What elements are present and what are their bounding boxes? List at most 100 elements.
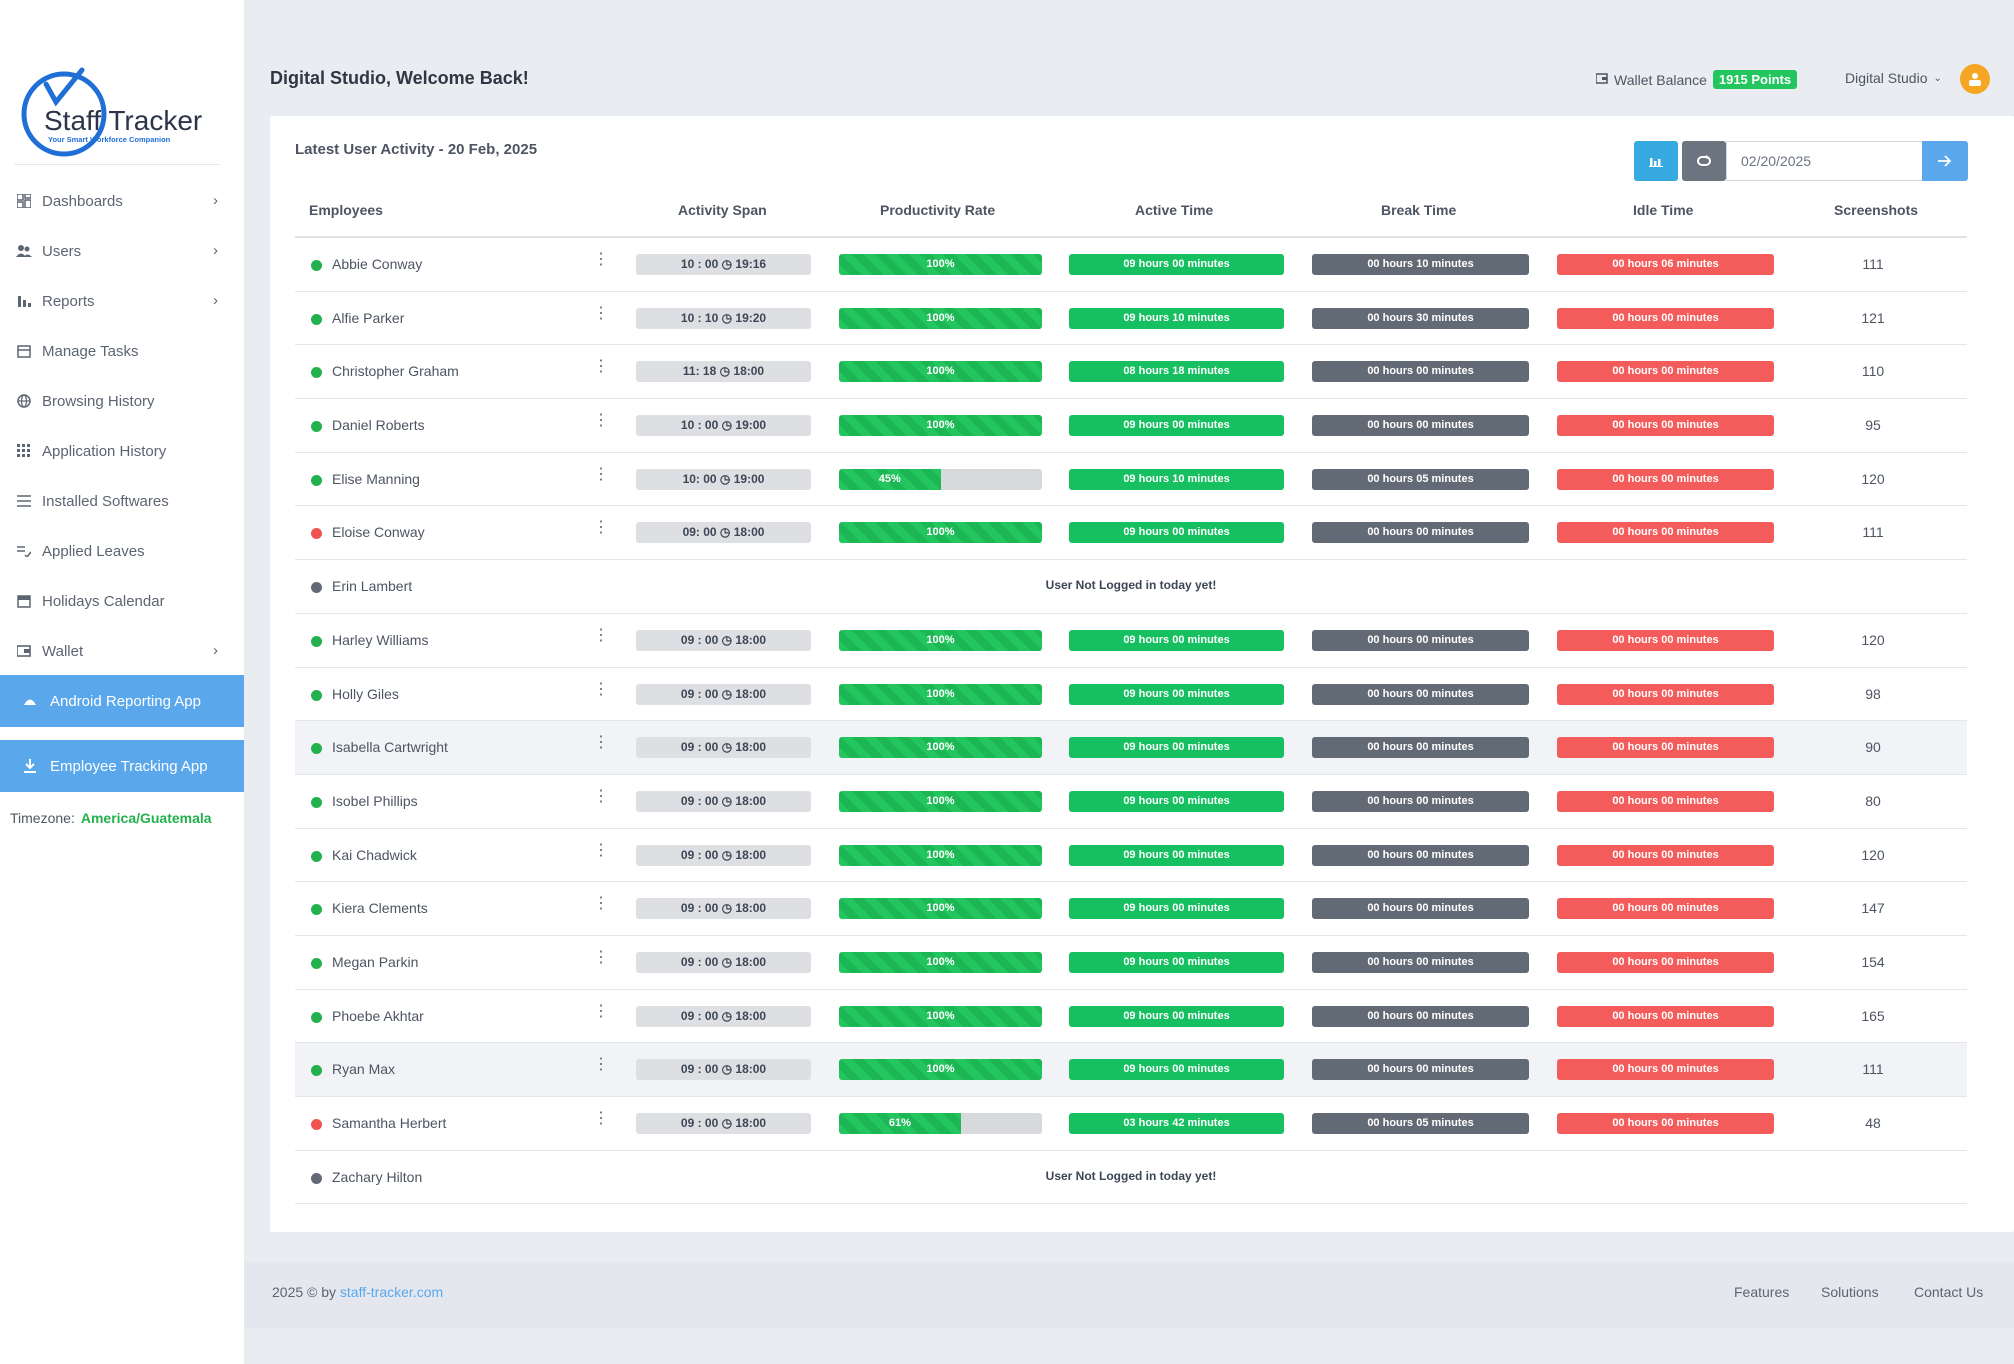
employee-name[interactable]: Christopher Graham (332, 363, 459, 380)
screenshots-count[interactable]: 111 (1862, 256, 1884, 272)
more-options-icon[interactable]: ⋮ (593, 948, 609, 966)
employee-tracking-app-button[interactable]: Employee Tracking App (0, 740, 244, 792)
employee-name[interactable]: Kai Chadwick (332, 846, 417, 863)
screenshots-count[interactable]: 98 (1865, 685, 1881, 702)
table-row[interactable]: Samantha Herbert ⋮ 09 : 00 ◷ 18:00 61% 03 ho… (295, 1097, 1967, 1151)
idle-time: 00 hours 00 minutes (1557, 415, 1774, 437)
screenshots-count[interactable]: 111 (1862, 1061, 1884, 1078)
more-options-icon[interactable]: ⋮ (593, 787, 609, 805)
sidebar-item-manage-tasks[interactable]: Manage Tasks (0, 326, 244, 376)
screenshots-count[interactable]: 120 (1861, 846, 1885, 863)
footer-link-solutions[interactable]: Solutions (1821, 1284, 1879, 1300)
sidebar-item-reports[interactable]: Reports › (0, 276, 244, 326)
break-time: 00 hours 05 minutes (1312, 1113, 1529, 1134)
chart-view-button[interactable] (1634, 141, 1678, 181)
employee-name[interactable]: Erin Lambert (332, 578, 413, 595)
active-time: 09 hours 00 minutes (1069, 254, 1284, 275)
status-dot (311, 1065, 322, 1077)
idle-time: 00 hours 00 minutes (1557, 790, 1774, 812)
site-link[interactable]: staff-tracker.com (339, 1284, 444, 1300)
sidebar-item-dashboards[interactable]: Dashboards › (0, 176, 244, 226)
more-options-icon[interactable]: ⋮ (593, 519, 609, 537)
screenshots-count[interactable]: 165 (1861, 1007, 1885, 1024)
sidebar-item-users[interactable]: Users › (0, 226, 244, 276)
more-options-icon[interactable]: ⋮ (593, 841, 609, 859)
table-row[interactable]: Elise Manning ⋮ 10: 00 ◷ 19:00 45% 09 hours … (295, 453, 1967, 507)
more-options-icon[interactable]: ⋮ (593, 1056, 609, 1074)
sidebar-item-application-history[interactable]: Application History (0, 426, 244, 476)
table-row[interactable]: Phoebe Akhtar ⋮ 09 : 00 ◷ 18:00 100% 09 hour… (295, 990, 1967, 1044)
go-button[interactable] (1922, 141, 1968, 181)
table-row[interactable]: Megan Parkin ⋮ 09 : 00 ◷ 18:00 100% 09 hours… (295, 936, 1967, 990)
employee-name[interactable]: Elise Manning (332, 470, 420, 487)
screenshots-count[interactable]: 90 (1865, 739, 1881, 756)
more-options-icon[interactable]: ⋮ (593, 251, 609, 268)
more-options-icon[interactable]: ⋮ (593, 1110, 609, 1127)
footer-link-features[interactable]: Features (1734, 1284, 1790, 1300)
screenshots-count[interactable]: 80 (1865, 792, 1881, 809)
table-row[interactable]: Zachary Hilton User Not Logged in today y… (295, 1151, 1967, 1205)
employee-name[interactable]: Megan Parkin (332, 953, 419, 970)
screenshots-count[interactable]: 147 (1861, 900, 1885, 917)
android-reporting-app-button[interactable]: Android Reporting App (0, 675, 244, 727)
employee-name[interactable]: Ryan Max (332, 1061, 396, 1078)
employee-name[interactable]: Kiera Clements (332, 900, 428, 917)
employee-name[interactable]: Isobel Phillips (332, 792, 418, 809)
screenshots-count[interactable]: 154 (1861, 953, 1885, 970)
table-row[interactable]: Christopher Graham ⋮ 11: 18 ◷ 18:00 100% 08 … (295, 345, 1967, 400)
sidebar-item-label: Manage Tasks (42, 342, 139, 360)
sidebar-item-applied-leaves[interactable]: Applied Leaves (0, 526, 244, 576)
screenshots-count[interactable]: 120 (1861, 631, 1885, 648)
avatar[interactable] (1960, 64, 1990, 94)
more-options-icon[interactable]: ⋮ (593, 680, 609, 698)
org-dropdown[interactable]: Digital Studio ⌄ (1845, 70, 1942, 86)
more-options-icon[interactable]: ⋮ (593, 626, 609, 644)
sidebar-item-browsing-history[interactable]: Browsing History (0, 376, 244, 426)
more-options-icon[interactable]: ⋮ (593, 358, 609, 376)
more-options-icon[interactable]: ⋮ (593, 895, 609, 913)
table-row[interactable]: Kai Chadwick ⋮ 09 : 00 ◷ 18:00 100% 09 hours… (295, 829, 1967, 883)
employee-name[interactable]: Holly Giles (332, 685, 399, 702)
table-row[interactable]: Isobel Phillips ⋮ 09 : 00 ◷ 18:00 100% 09 ho… (295, 775, 1967, 829)
sidebar-item-wallet[interactable]: Wallet › (0, 626, 244, 676)
more-options-icon[interactable]: ⋮ (593, 734, 609, 752)
table-row[interactable]: Holly Giles ⋮ 09 : 00 ◷ 18:00 100% 09 hours … (295, 668, 1967, 722)
employee-name[interactable]: Harley Williams (332, 631, 429, 648)
table-row[interactable]: Eloise Conway ⋮ 09: 00 ◷ 18:00 100% 09 hours… (295, 506, 1967, 561)
employee-name[interactable]: Samantha Herbert (332, 1115, 447, 1131)
employee-name[interactable]: Alfie Parker (332, 309, 405, 326)
more-options-icon[interactable]: ⋮ (593, 1002, 609, 1020)
screenshots-count[interactable]: 110 (1861, 363, 1885, 380)
sidebar-item-holidays-calendar[interactable]: Holidays Calendar (0, 576, 244, 626)
staff-tracker-logo[interactable]: Staff Tracker Your Smart Workforce Compa… (20, 66, 220, 166)
more-options-icon[interactable]: ⋮ (593, 465, 609, 483)
table-row[interactable]: Harley Williams ⋮ 09 : 00 ◷ 18:00 100% 09 ho… (295, 614, 1967, 668)
screenshots-count[interactable]: 120 (1861, 470, 1885, 487)
table-row[interactable]: Ryan Max ⋮ 09 : 00 ◷ 18:00 100% 09 hours 00 … (295, 1043, 1967, 1097)
screenshots-count[interactable]: 111 (1862, 524, 1884, 541)
employee-name[interactable]: Phoebe Akhtar (332, 1007, 424, 1024)
productivity-fill: 100% (839, 361, 1042, 383)
table-row[interactable]: Alfie Parker ⋮ 10 : 10 ◷ 19:20 100% 09 hours… (295, 292, 1967, 346)
employee-name[interactable]: Zachary Hilton (332, 1168, 423, 1185)
employee-name[interactable]: Abbie Conway (332, 256, 423, 272)
break-time: 00 hours 00 minutes (1312, 844, 1529, 866)
table-row[interactable]: Abbie Conway ⋮ 10 : 00 ◷ 19:16 100% 09 hours… (295, 238, 1967, 292)
employee-name[interactable]: Eloise Conway (332, 524, 425, 541)
more-options-icon[interactable]: ⋮ (593, 412, 609, 430)
footer-link-contact[interactable]: Contact Us (1914, 1284, 1984, 1300)
employee-name[interactable]: Isabella Cartwright (332, 739, 448, 756)
table-row[interactable]: Isabella Cartwright ⋮ 09 : 00 ◷ 18:00 100% 0… (295, 721, 1967, 775)
sidebar-item-installed-softwares[interactable]: Installed Softwares (0, 476, 244, 526)
refresh-button[interactable] (1682, 141, 1726, 181)
screenshots-count[interactable]: 48 (1865, 1115, 1881, 1131)
table-row[interactable]: Erin Lambert User Not Logged in today yet… (295, 560, 1967, 614)
table-row[interactable]: Kiera Clements ⋮ 09 : 00 ◷ 18:00 100% 09 hou… (295, 882, 1967, 936)
date-input[interactable] (1726, 141, 1922, 181)
table-row[interactable]: Daniel Roberts ⋮ 10 : 00 ◷ 19:00 100% 09 hou… (295, 399, 1967, 453)
screenshots-count[interactable]: 95 (1865, 417, 1881, 434)
more-options-icon[interactable]: ⋮ (593, 304, 609, 322)
screenshots-count[interactable]: 121 (1861, 309, 1885, 326)
sidebar-item-label: Users (42, 242, 82, 260)
employee-name[interactable]: Daniel Roberts (332, 417, 425, 434)
